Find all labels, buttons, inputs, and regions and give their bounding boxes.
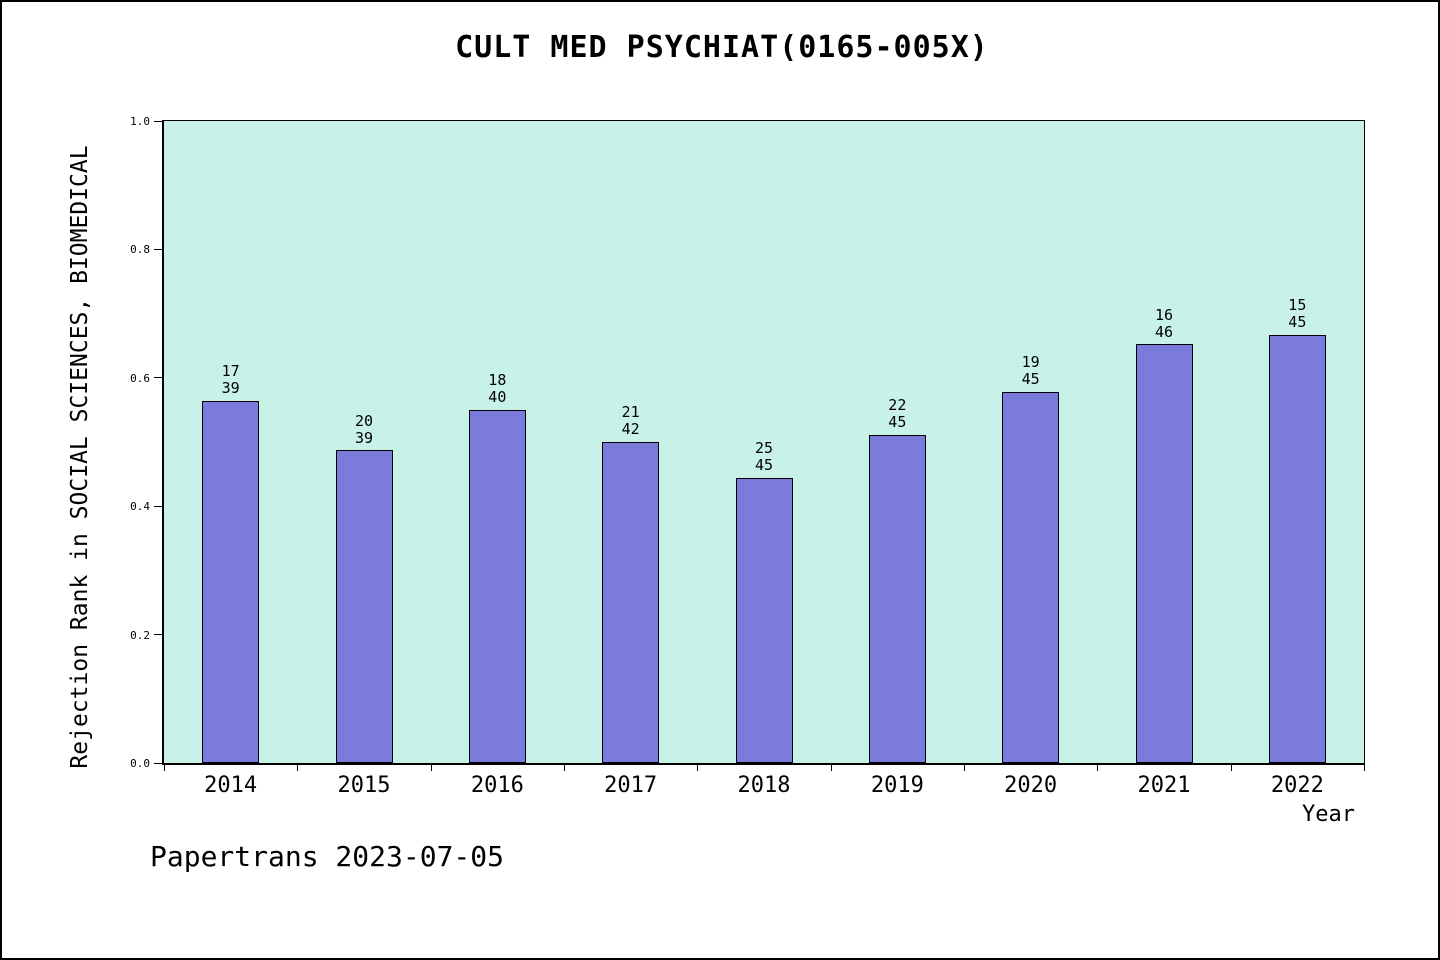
x-tick-mark <box>1230 763 1232 771</box>
bar-2020 <box>1002 391 1060 763</box>
y-tick-mark <box>154 762 162 764</box>
x-tick-label-2022: 2022 <box>1270 773 1324 798</box>
x-tick-label-2020: 2020 <box>1004 773 1058 798</box>
bar-2022 <box>1268 334 1326 763</box>
x-tick-mark <box>1097 763 1099 771</box>
bar-2021 <box>1135 344 1193 763</box>
x-tick-label-2019: 2019 <box>870 773 924 798</box>
y-tick-label-0.2: 0.2 <box>130 628 150 642</box>
x-tick-mark <box>697 763 699 771</box>
bar-annotation-2014: 17 39 <box>221 362 240 398</box>
y-tick-mark <box>154 377 162 379</box>
x-tick-mark <box>830 763 832 771</box>
bar-annotation-2022: 15 45 <box>1288 296 1307 331</box>
x-tick-mark <box>564 763 565 771</box>
y-tick-label-0.8: 0.8 <box>130 243 150 257</box>
bar-2019 <box>868 434 926 763</box>
bar-annotation-2019: 22 45 <box>888 396 907 432</box>
x-tick-mark <box>297 763 299 771</box>
y-tick-label-0.6: 0.6 <box>130 371 150 385</box>
bar-annotation-2017: 21 42 <box>621 403 640 439</box>
plot-area: 17 39 2014 20 39 2015 18 40 2016 21 42 2017 25 4… <box>130 115 1365 798</box>
x-tick-mark <box>1364 763 1365 771</box>
x-tick-label-2014: 2014 <box>204 773 258 798</box>
bar-annotation-2020: 19 45 <box>1021 353 1040 389</box>
x-tick-mark <box>164 763 165 771</box>
bar-annotation-2015: 20 39 <box>354 411 374 447</box>
bar-2016 <box>468 409 526 763</box>
x-tick-mark <box>964 763 965 771</box>
bar-2018 <box>735 477 793 763</box>
y-axis-label: Rejection Rank in SOCIAL SCIENCES, BIOME… <box>67 145 93 769</box>
bar-annotation-2021: 16 46 <box>1154 305 1174 341</box>
x-tick-label-2015: 2015 <box>337 773 391 798</box>
x-tick-mark <box>430 763 432 771</box>
x-tick-label-2016: 2016 <box>470 773 524 798</box>
y-tick-mark <box>154 634 162 636</box>
y-tick-label-0.0: 0.0 <box>130 757 150 770</box>
bar-2017 <box>602 442 660 763</box>
x-axis-label: Year <box>1302 802 1355 827</box>
y-tick-mark <box>154 248 162 250</box>
x-tick-label-2017: 2017 <box>604 773 658 798</box>
chart-title: CULT MED PSYCHIAT(0165-005X) <box>455 30 989 65</box>
bar-annotation-2018: 25 45 <box>754 439 774 475</box>
bar-2015 <box>335 450 393 763</box>
x-tick-label-2021: 2021 <box>1137 773 1191 798</box>
y-tick-label-1.0: 1.0 <box>130 115 150 128</box>
x-tick-label-2018: 2018 <box>737 773 791 798</box>
y-tick-mark <box>154 120 162 122</box>
y-tick-mark <box>154 505 162 507</box>
y-tick-label-0.4: 0.4 <box>130 500 150 514</box>
bar-annotation-2016: 18 40 <box>488 371 507 407</box>
bar-2014 <box>202 400 260 763</box>
footer-note: Papertrans 2023-07-05 <box>150 840 505 873</box>
